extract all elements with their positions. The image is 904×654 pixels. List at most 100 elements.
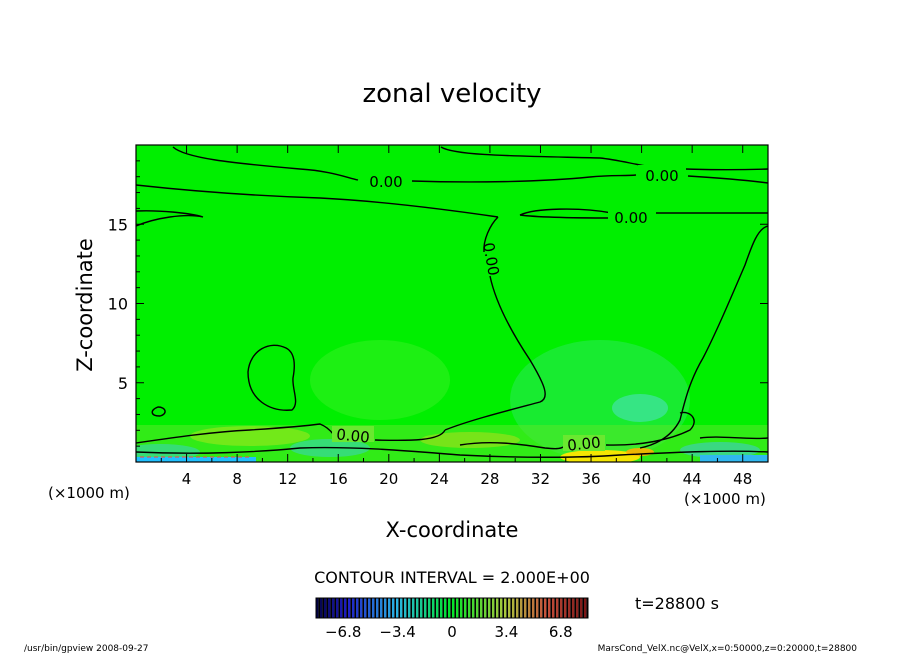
colorbar-stripe [504,598,507,618]
colorbar-stripe [368,598,371,618]
contour-line [639,225,768,449]
colorbar-gap [462,598,464,618]
colorbar-gap [398,598,400,618]
colorbar-tick-label: 6.8 [549,623,573,641]
colorbar-gap [582,598,584,618]
colorbar-gap [350,598,352,618]
colorbar-gap [474,598,476,618]
colorbar-gap [526,598,528,618]
colorbar-stripe [540,598,543,618]
colorbar-stripe [324,598,327,618]
colorbar-gap [458,598,460,618]
colorbar-stripe [476,598,479,618]
colorbar-gap [482,598,484,618]
colorbar-gap [550,598,552,618]
colorbar-stripe [364,598,367,618]
colorbar-gap [426,598,428,618]
colorbar-gap [406,598,408,618]
colorbar-gap [354,598,356,618]
colorbar-stripe [336,598,339,618]
colorbar-gap [554,598,556,618]
colorbar-gap [446,598,448,618]
colorbar-stripe [532,598,535,618]
contour-line [519,214,613,219]
colorbar-stripe [396,598,399,618]
colorbar-stripe [360,598,363,618]
colorbar-gap [522,598,524,618]
contour-interval-text: CONTOUR INTERVAL = 2.000E+00 [314,568,590,587]
colorbar-stripe [344,598,347,618]
colorbar: −6.8 −3.4 0 3.4 6.8 [315,597,589,641]
colorbar-gap [486,598,488,618]
colorbar-gap [346,598,348,618]
contour-line [459,441,564,450]
x-tick-label: 40 [632,470,651,488]
colorbar-stripe [584,598,587,618]
colorbar-stripe [512,598,515,618]
y-tick-label: 10 [108,295,128,314]
footer-program: /usr/bin/gpview 2008-09-27 [24,644,148,654]
contour-line [411,174,637,183]
x-tick-label: 48 [733,470,752,488]
y-tick-label: 5 [118,374,128,393]
colorbar-gap [542,598,544,618]
colorbar-stripe [496,598,499,618]
colorbar-stripe [552,598,555,618]
colorbar-gap [338,598,340,618]
colorbar-stripe [488,598,491,618]
colorbar-tick-label: −3.4 [379,623,415,641]
colorbar-gap [362,598,364,618]
colorbar-gap [578,598,580,618]
colorbar-gap [546,598,548,618]
colorbar-stripe [372,598,375,618]
contour-line [136,184,499,218]
colorbar-gap [390,598,392,618]
colorbar-gap [414,598,416,618]
colorbar-gap [438,598,440,618]
colorbar-gap [586,598,588,618]
colorbar-gap [566,598,568,618]
colorbar-gap [530,598,532,618]
x-tick-label: 36 [581,470,600,488]
colorbar-stripe [436,598,439,618]
colorbar-stripe [492,598,495,618]
x-tick-label: 32 [531,470,550,488]
contour-line [136,210,204,227]
colorbar-stripe [432,598,435,618]
colorbar-stripe [404,598,407,618]
colorbar-stripe [556,598,559,618]
colorbar-stripe [320,598,323,618]
colorbar-gap [574,598,576,618]
contour-line [483,216,499,253]
colorbar-stripe [440,598,443,618]
colorbar-stripe [528,598,531,618]
colorbar-gap [342,598,344,618]
colorbar-gap [478,598,480,618]
colorbar-stripe [444,598,447,618]
zero-contours [136,146,768,458]
colorbar-frame [315,597,589,619]
colorbar-gap [382,598,384,618]
colorbar-stripe [388,598,391,618]
colorbar-gap [506,598,508,618]
colorbar-gap [322,598,324,618]
colorbar-tick-label: 3.4 [494,623,518,641]
colorbar-stripe [460,598,463,618]
contour-line [151,406,166,417]
colorbar-gap [470,598,472,618]
colorbar-stripe [560,598,563,618]
colorbar-gap [514,598,516,618]
colorbar-gap [430,598,432,618]
colorbar-gap [502,598,504,618]
colorbar-stripe [332,598,335,618]
time-label: t=28800 s [635,594,719,613]
x-tick-label: 44 [683,470,702,488]
contour-line [440,146,768,171]
colorbar-gap [498,598,500,618]
contour-labels: 0.00 0.00 0.00 0.00 0.00 0.00 [332,165,686,455]
x-tick-label: 4 [182,470,192,488]
contour-line [136,423,334,444]
colorbar-stripe [576,598,579,618]
colorbar-stripe [456,598,459,618]
